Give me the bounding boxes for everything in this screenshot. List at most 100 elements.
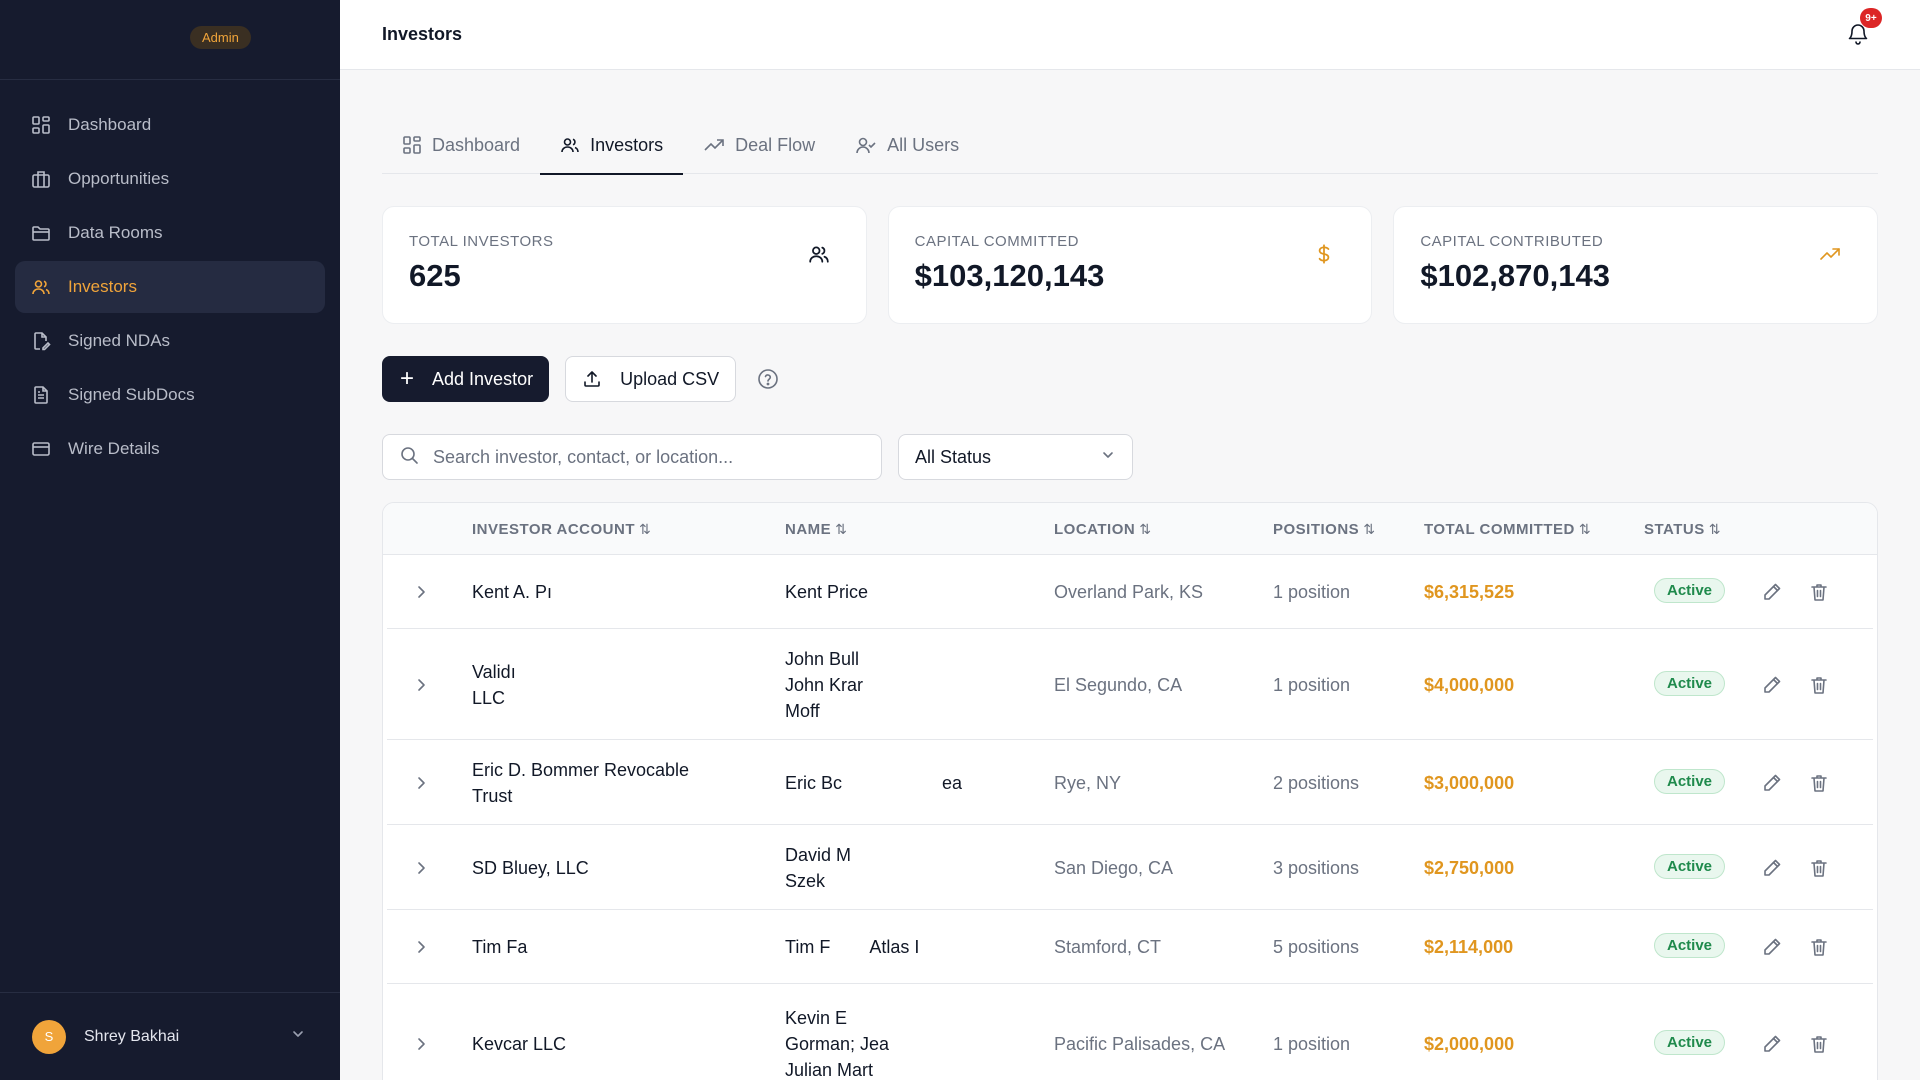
sidebar-item-signed-subdocs[interactable]: Signed SubDocs	[15, 369, 325, 421]
upload-csv-label: Upload CSV	[620, 368, 720, 389]
credit-card-icon	[31, 439, 51, 459]
investor-name-line: John Krar	[785, 674, 864, 695]
sidebar-item-opportunities[interactable]: Opportunities	[15, 153, 325, 205]
investor-account-cell: Kevcar LLC	[472, 1031, 566, 1057]
investor-account-line: Tim Fa	[472, 937, 528, 957]
trash-icon[interactable]	[1808, 674, 1830, 696]
total-committed-cell: $3,000,000	[1424, 772, 1515, 793]
total-committed-cell: $4,000,000	[1424, 674, 1515, 695]
chevron-right-icon[interactable]	[411, 773, 431, 793]
column-header-location[interactable]: LOCATION ⇅	[1054, 521, 1151, 538]
chevron-right-icon[interactable]	[411, 1034, 431, 1054]
trash-icon[interactable]	[1808, 772, 1830, 794]
investor-name-line: Eric Bc ea	[785, 772, 963, 793]
investor-name-line: Szek	[785, 870, 826, 891]
location-cell: Overland Park, KS	[1054, 582, 1204, 602]
tab-all-users[interactable]: All Users	[835, 116, 979, 174]
trash-icon[interactable]	[1808, 1033, 1830, 1055]
sidebar-item-investors[interactable]: Investors	[15, 261, 325, 313]
upload-csv-button[interactable]: Upload CSV	[565, 356, 737, 402]
upload-icon	[582, 369, 602, 389]
add-investor-label: Add Investor	[432, 368, 534, 389]
sort-icon: ⇅	[1708, 521, 1722, 537]
edit-icon[interactable]	[1761, 1033, 1783, 1055]
user-name: Shrey Bakhai	[84, 1027, 180, 1045]
tab-label: All Users	[887, 134, 960, 155]
column-header-positions[interactable]: POSITIONS ⇅	[1273, 521, 1375, 538]
tab-investors[interactable]: Investors	[540, 116, 684, 175]
users-icon	[31, 277, 51, 297]
file-text-icon	[31, 385, 51, 405]
stat-card-capital-committed: CAPITAL COMMITTED $103,120,143	[887, 206, 1373, 324]
search-icon	[399, 445, 419, 470]
dashboard-icon	[31, 115, 51, 135]
bell-icon[interactable]	[1846, 22, 1870, 46]
investor-account-cell: Eric D. Bommer Revocable Trust	[472, 757, 689, 809]
stat-cards: TOTAL INVESTORS 625 CAPITAL COMMITTED $1…	[382, 206, 1879, 324]
status-filter-select[interactable]: All Status	[898, 434, 1133, 480]
investor-name-line: John Bull	[785, 648, 860, 669]
column-header-status[interactable]: STATUS ⇅	[1644, 521, 1721, 538]
sort-icon: ⇅	[835, 521, 848, 537]
filter-bar: All Status	[382, 434, 1878, 480]
table-row: Tim Fa Tim F Atlas I Stamford, CT 5 posi…	[387, 910, 1873, 984]
sidebar-item-data-rooms[interactable]: Data Rooms	[15, 207, 325, 259]
help-icon[interactable]	[756, 367, 780, 391]
column-label: STATUS	[1644, 521, 1705, 538]
edit-icon[interactable]	[1761, 857, 1783, 879]
stat-value: 625	[409, 258, 461, 293]
trash-icon[interactable]	[1808, 857, 1830, 879]
stat-label: CAPITAL COMMITTED	[914, 233, 1080, 250]
dashboard-icon	[402, 135, 422, 155]
investor-account-line: Validı	[472, 661, 516, 682]
dollar-icon	[1313, 243, 1335, 265]
column-header-investor-account[interactable]: INVESTOR ACCOUNT ⇅	[472, 521, 651, 538]
sort-icon: ⇅	[1363, 521, 1376, 537]
notification-badge: 9+	[1860, 8, 1882, 28]
investor-name-cell: Kevin E Gorman; Jea Julian Mart	[785, 1005, 889, 1080]
table-header: INVESTOR ACCOUNT ⇅ NAME ⇅ LOCATION ⇅ POSITI…	[383, 503, 1877, 555]
sidebar-item-label: Signed SubDocs	[68, 385, 195, 404]
total-committed-cell: $2,114,000	[1424, 937, 1514, 957]
table-row: Validı LLC John Bull John Krar Moff El Segu…	[387, 629, 1873, 740]
chevron-right-icon[interactable]	[411, 937, 431, 957]
column-header-name[interactable]: NAME ⇅	[785, 521, 847, 538]
sidebar-item-signed-ndas[interactable]: Signed NDAs	[15, 315, 325, 367]
status-badge: Active	[1654, 578, 1726, 603]
sort-icon: ⇅	[1139, 521, 1152, 537]
edit-icon[interactable]	[1761, 772, 1783, 794]
tab-deal-flow[interactable]: Deal Flow	[683, 116, 835, 174]
edit-icon[interactable]	[1761, 936, 1783, 958]
investor-name-line: Gorman; Jea	[785, 1034, 890, 1054]
edit-icon[interactable]	[1761, 581, 1783, 603]
column-header-total-committed[interactable]: TOTAL COMMITTED ⇅	[1424, 521, 1591, 538]
chevron-right-icon[interactable]	[411, 858, 431, 878]
tab-dashboard[interactable]: Dashboard	[382, 116, 540, 174]
investor-account-cell: Kent A. Pı	[472, 579, 552, 605]
trash-icon[interactable]	[1808, 581, 1830, 603]
trash-icon[interactable]	[1808, 936, 1830, 958]
add-investor-button[interactable]: + Add Investor	[382, 356, 550, 402]
trending-up-icon	[1819, 243, 1841, 265]
edit-icon[interactable]	[1761, 674, 1783, 696]
investor-name-line: Julian Mart	[785, 1060, 874, 1080]
positions-cell: 5 positions	[1273, 937, 1360, 957]
search-input[interactable]	[433, 446, 853, 468]
column-label: TOTAL COMMITTED	[1424, 521, 1575, 538]
chevron-right-icon[interactable]	[411, 582, 431, 602]
positions-cell: 1 position	[1273, 582, 1351, 602]
sidebar-item-dashboard[interactable]: Dashboard	[15, 99, 325, 151]
table-row: Eric D. Bommer Revocable Trust Eric Bc ea…	[387, 740, 1873, 825]
stat-label: TOTAL INVESTORS	[409, 233, 554, 250]
sidebar-item-wire-details[interactable]: Wire Details	[15, 423, 325, 475]
table-row: Kent A. Pı Kent Price Overland Park, KS …	[387, 555, 1873, 629]
user-check-icon	[855, 135, 877, 155]
users-icon	[808, 243, 830, 265]
sidebar-item-label: Opportunities	[68, 169, 170, 188]
tab-label: Investors	[590, 134, 664, 155]
table-row: Kevcar LLC Kevin E Gorman; Jea Julian Mart…	[387, 984, 1873, 1080]
chevron-right-icon[interactable]	[411, 675, 431, 695]
user-menu[interactable]: S Shrey Bakhai	[0, 992, 340, 1080]
investor-name-line: Kent Price	[785, 582, 869, 602]
sidebar-item-label: Data Rooms	[68, 223, 163, 242]
